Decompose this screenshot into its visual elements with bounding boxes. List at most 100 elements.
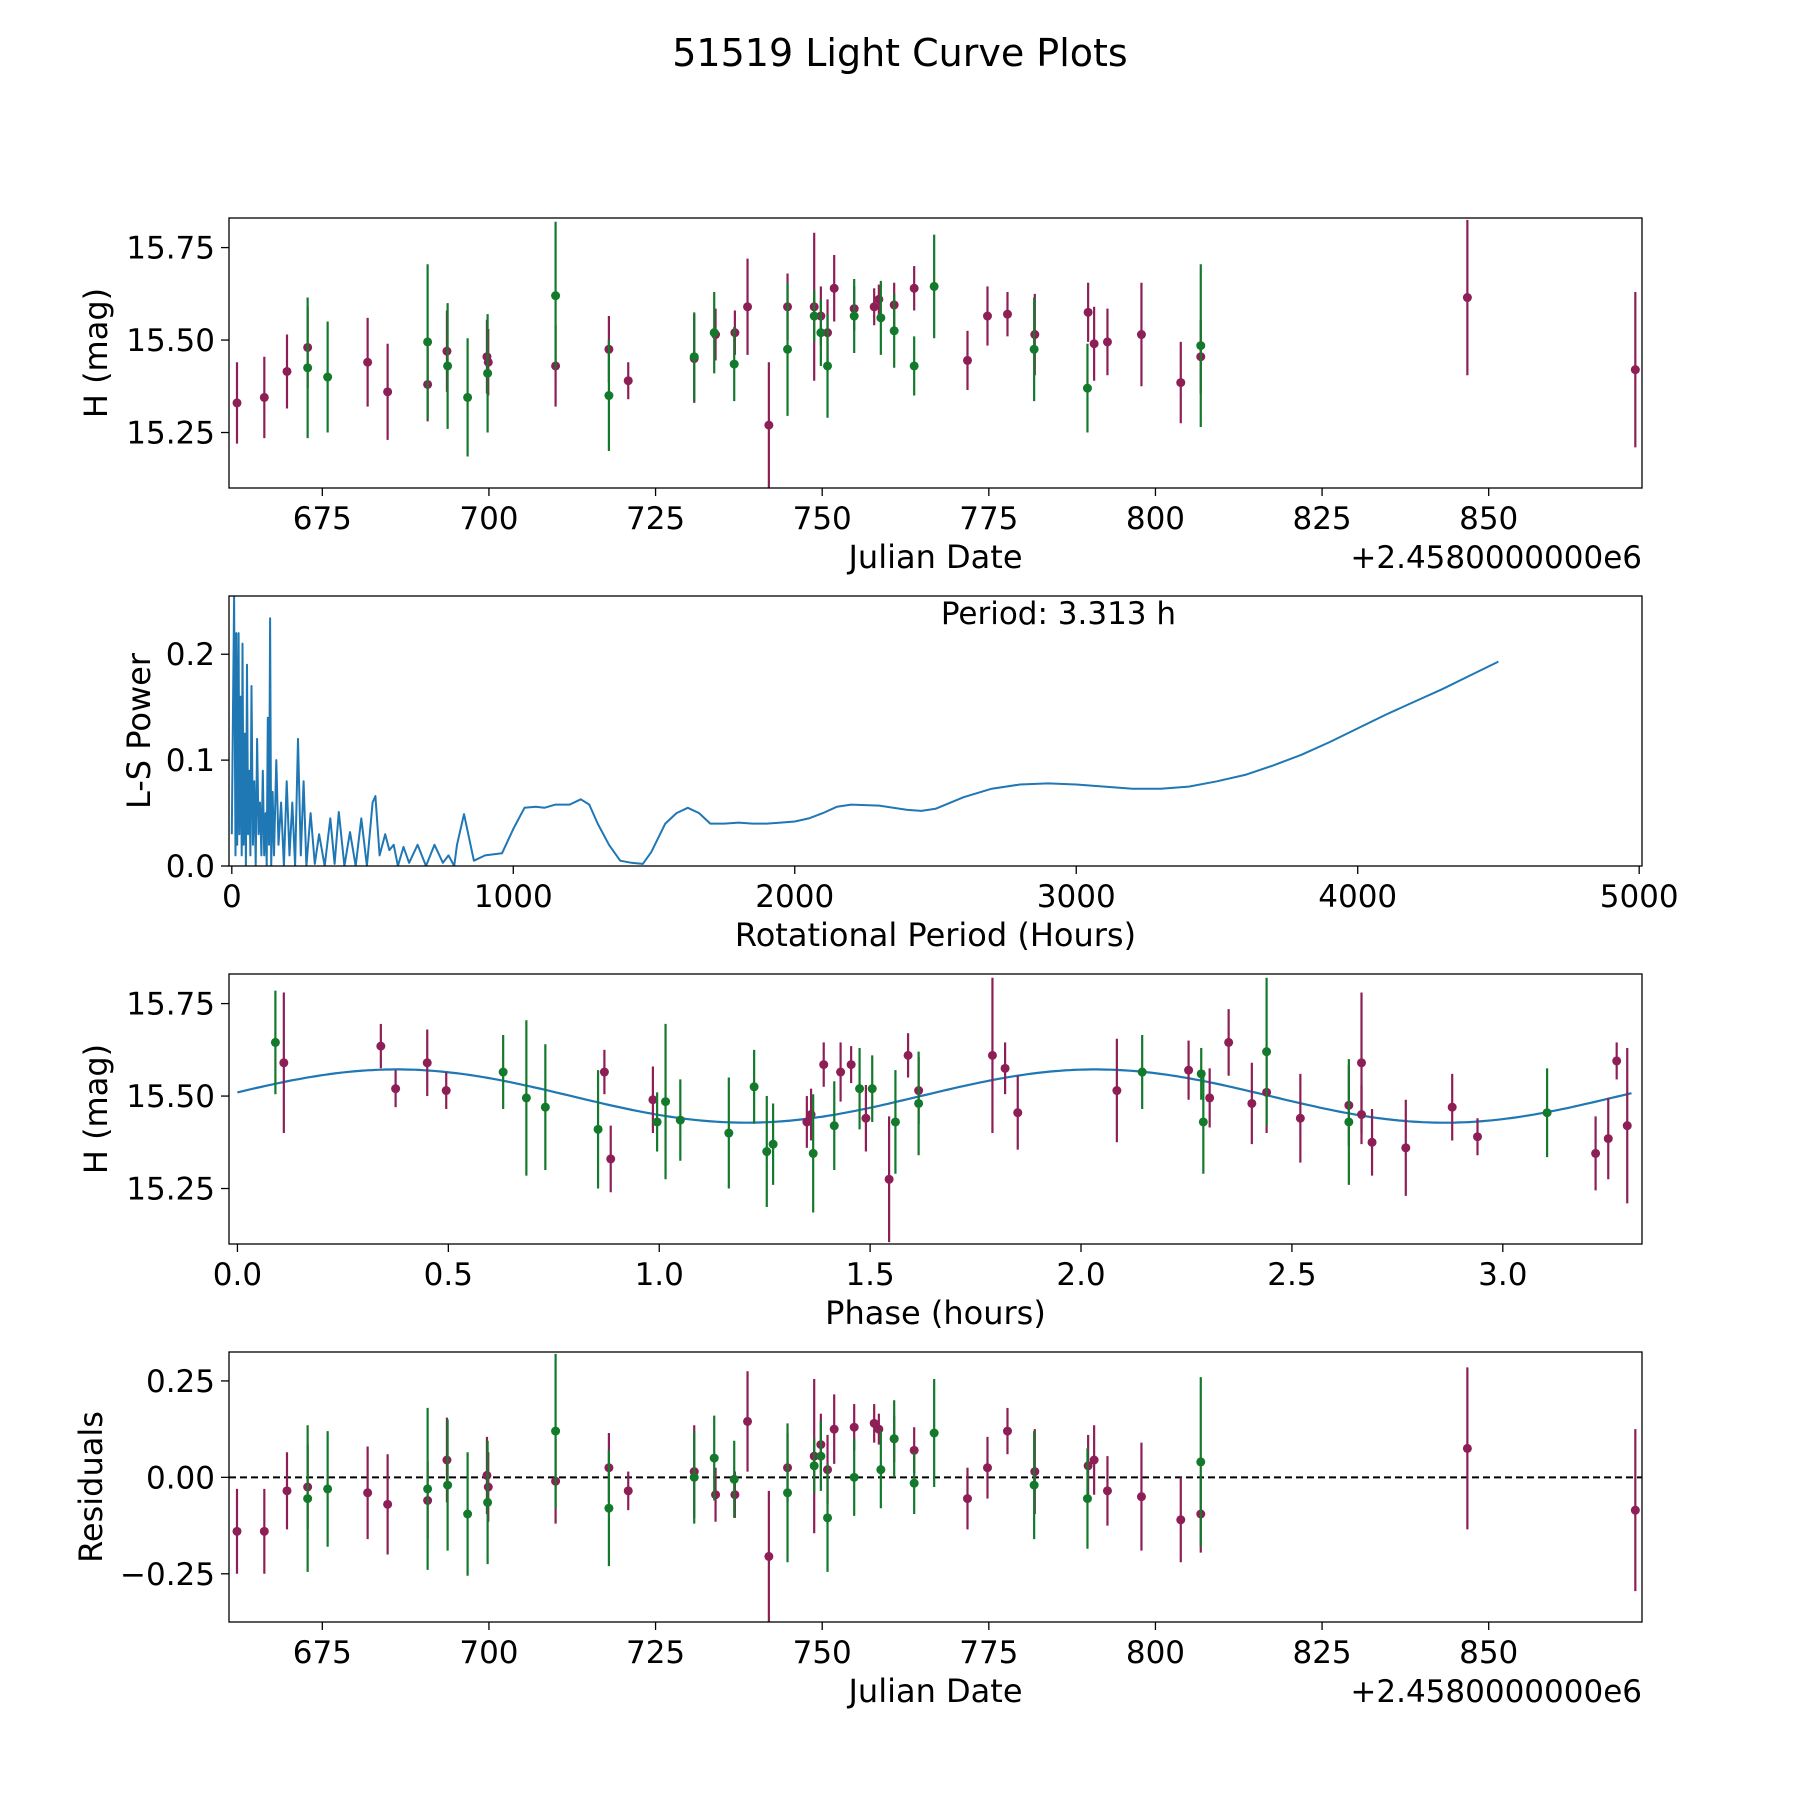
phase-folded-xtick-label: 2.5 bbox=[1267, 1257, 1316, 1293]
periodogram-ytick-label: 0.2 bbox=[166, 637, 215, 673]
phase-folded-xtick-label: 0.0 bbox=[213, 1257, 262, 1293]
periodogram-panel: 0 1000 2000 3000 4000 5000 0.0 0.1 0.2 Rotational… bbox=[120, 595, 1679, 954]
phase-folded-filter_a-point bbox=[599, 1067, 609, 1077]
light-curve-filter_b-point bbox=[809, 311, 819, 321]
light-curve-filter_b-point bbox=[876, 313, 886, 323]
residuals-filter_b-point bbox=[783, 1488, 793, 1498]
light-curve-filter_a-point bbox=[962, 355, 972, 365]
figure-title: 51519 Light Curve Plots bbox=[672, 31, 1127, 75]
light-curve-ytick-label: 15.50 bbox=[126, 323, 215, 359]
phase-folded-filter_a-point bbox=[606, 1154, 616, 1164]
residuals-filter_a-point bbox=[1630, 1505, 1640, 1515]
light-curve-filter_a-point bbox=[1136, 330, 1146, 340]
phase-folded-filter_a-point bbox=[819, 1060, 829, 1070]
light-curve-filter_a-point bbox=[383, 387, 393, 397]
periodogram-frame bbox=[228, 595, 1643, 867]
phase-folded-filter_b-point bbox=[498, 1067, 508, 1077]
phase-folded-filter_a-point bbox=[1401, 1143, 1411, 1153]
phase-folded-plot-area bbox=[237, 977, 1632, 1243]
residuals-filter_b-point bbox=[443, 1480, 453, 1490]
phase-folded-filter_b-point bbox=[661, 1097, 671, 1107]
periodogram-xtick-label: 3000 bbox=[1037, 879, 1116, 915]
phase-folded-filter_a-point bbox=[422, 1058, 432, 1068]
light-curve-x-offset-label: +2.4580000000e6 bbox=[1350, 540, 1642, 576]
periodogram-plot-area bbox=[230, 596, 1499, 866]
phase-folded-filter_b-point bbox=[1344, 1117, 1354, 1127]
light-curve-filter_a-point bbox=[764, 420, 774, 430]
light-curve-xtick-label: 800 bbox=[1126, 501, 1185, 537]
light-curve-filter_a-point bbox=[1462, 293, 1472, 303]
light-curve-filter_a-point bbox=[1089, 339, 1099, 349]
phase-folded-filter_b-point bbox=[1198, 1117, 1208, 1127]
light-curve-filter_b-point bbox=[816, 328, 826, 338]
periodogram-ylabel: L-S Power bbox=[120, 652, 158, 809]
residuals-ylabel: Residuals bbox=[72, 1411, 110, 1563]
light-curve-filter_a-point bbox=[1102, 337, 1112, 347]
phase-folded-xtick-label: 0.5 bbox=[424, 1257, 473, 1293]
periodogram-xlabel: Rotational Period (Hours) bbox=[735, 916, 1136, 954]
residuals-xtick-label: 850 bbox=[1459, 1635, 1518, 1671]
light-curve-filter_b-point bbox=[729, 359, 739, 369]
light-curve-plot-area bbox=[232, 219, 1640, 488]
residuals-filter_a-point bbox=[1462, 1443, 1472, 1453]
phase-folded-xtick-label: 2.0 bbox=[1056, 1257, 1105, 1293]
residuals-filter_a-point bbox=[711, 1490, 721, 1500]
residuals-filter_a-point bbox=[849, 1422, 859, 1432]
residuals-filter_a-point bbox=[962, 1494, 972, 1504]
phase-folded-filter_a-point bbox=[391, 1084, 401, 1094]
phase-folded-filter_a-point bbox=[1367, 1137, 1377, 1147]
light-curve-filter_a-point bbox=[282, 366, 292, 376]
phase-folded-filter_b-point bbox=[890, 1117, 900, 1127]
residuals-filter_a-point bbox=[1136, 1492, 1146, 1502]
periodogram-xtick-label: 0 bbox=[222, 879, 242, 915]
residuals-filter_a-point bbox=[764, 1551, 774, 1561]
residuals-filter_b-point bbox=[463, 1509, 473, 1519]
phase-folded-ytick-label: 15.75 bbox=[126, 987, 215, 1023]
phase-folded-model-curve bbox=[237, 1068, 1632, 1124]
phase-folded-filter_a-point bbox=[1247, 1098, 1257, 1108]
phase-folded-filter_a-point bbox=[1013, 1108, 1023, 1118]
residuals-ytick-label: 0.25 bbox=[146, 1364, 215, 1400]
residuals-filter_b-point bbox=[604, 1503, 614, 1513]
phase-folded-filter_b-point bbox=[768, 1139, 778, 1149]
residuals-ytick-label: 0.00 bbox=[146, 1460, 215, 1496]
phase-folded-filter_b-point bbox=[1137, 1067, 1147, 1077]
phase-folded-filter_a-point bbox=[1184, 1065, 1194, 1075]
phase-folded-filter_a-point bbox=[376, 1041, 386, 1051]
residuals-frame bbox=[228, 1351, 1643, 1623]
light-curve-filter_b-point bbox=[889, 326, 899, 336]
residuals-filter_a-point bbox=[282, 1486, 292, 1496]
light-curve-ytick-label: 15.25 bbox=[126, 416, 215, 452]
light-curve-xlabel: Julian Date bbox=[846, 538, 1022, 576]
phase-folded-filter_b-point bbox=[1262, 1047, 1272, 1057]
residuals-filter_b-point bbox=[303, 1494, 313, 1504]
residuals-filter_b-point bbox=[823, 1513, 833, 1523]
residuals-filter_b-point bbox=[709, 1453, 719, 1463]
residuals-filter_b-point bbox=[816, 1451, 826, 1461]
phase-folded-filter_b-point bbox=[652, 1117, 662, 1127]
phase-folded-filter_a-point bbox=[1447, 1102, 1457, 1112]
residuals-filter_b-point bbox=[1029, 1480, 1039, 1490]
light-curve-xtick-label: 725 bbox=[626, 501, 685, 537]
residuals-filter_a-point bbox=[829, 1424, 839, 1434]
residuals-filter_a-point bbox=[383, 1499, 393, 1509]
residuals-panel: 675 700 725 750 775 800 825 850 −0.25 0.00 0.25 Jul… bbox=[72, 1351, 1643, 1710]
residuals-filter_b-point bbox=[1196, 1457, 1206, 1467]
phase-folded-filter_a-point bbox=[1357, 1110, 1367, 1120]
phase-folded-filter_b-point bbox=[829, 1121, 839, 1131]
light-curve-filter_b-point bbox=[604, 391, 614, 401]
light-curve-filter_b-point bbox=[709, 328, 719, 338]
phase-folded-filter_b-point bbox=[749, 1082, 759, 1092]
light-curve-filter_b-point bbox=[1082, 383, 1092, 393]
phase-folded-filter_a-point bbox=[1612, 1056, 1622, 1066]
residuals-filter_a-point bbox=[874, 1424, 884, 1434]
phase-folded-panel: 0.0 0.5 1.0 1.5 2.0 2.5 3.0 15.25 15.50 15.75 Phas… bbox=[77, 973, 1643, 1332]
light-curve-xtick-label: 775 bbox=[959, 501, 1018, 537]
residuals-filter_b-point bbox=[876, 1465, 886, 1475]
residuals-filter_b-point bbox=[551, 1426, 561, 1436]
phase-folded-filter_a-point bbox=[884, 1174, 894, 1184]
residuals-filter_b-point bbox=[909, 1478, 919, 1488]
residuals-filter_a-point bbox=[232, 1526, 242, 1536]
light-curve-filter_a-point bbox=[1002, 309, 1012, 319]
residuals-xtick-label: 800 bbox=[1126, 1635, 1185, 1671]
